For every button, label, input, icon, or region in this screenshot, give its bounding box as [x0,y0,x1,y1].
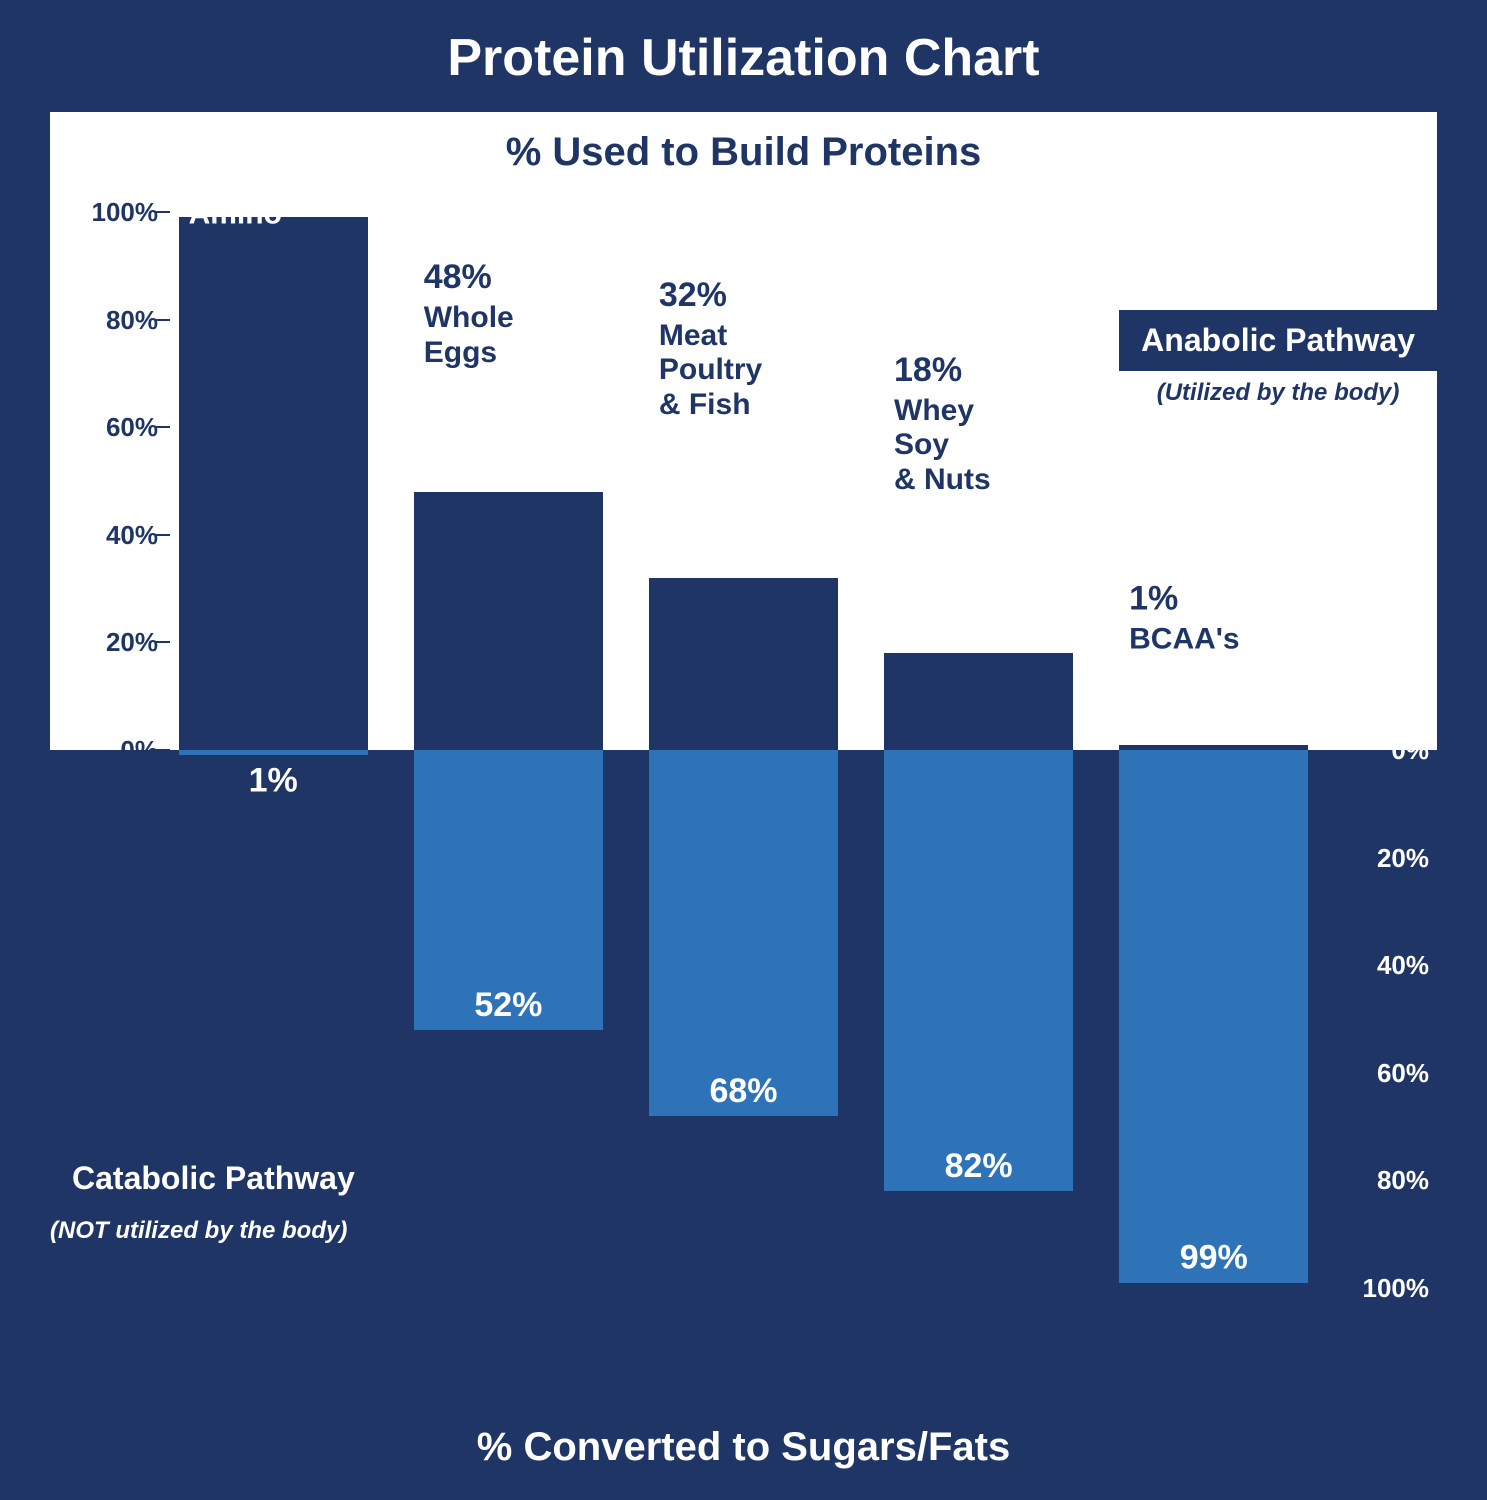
bar-slot: 18% WheySoy& Nuts 82% [884,212,1073,1288]
bar-slot: 1% BCAA's 99% [1119,212,1308,1288]
chart-container: Protein Utilization Chart % Used to Buil… [0,0,1487,1500]
yaxis-upper-tick: 40% [58,520,158,551]
bar-up-label: 1% BCAA's [1129,579,1239,657]
bar-up-label: 32% MeatPoultry& Fish [659,275,762,422]
yaxis-upper-tickline [156,534,170,536]
bar-down [649,750,838,1116]
bar-up-pct: 1% [1129,579,1239,618]
bar-slot: 48% WholeEggs 52% [414,212,603,1288]
yaxis-upper-tick: 0% [58,735,158,766]
bar-slot: 99%PerfectAmino*1% [179,212,368,1288]
bar-down-label: 1% [179,761,368,800]
yaxis-lower-tick: 60% [1377,1058,1429,1089]
bar-up-name: BCAA's [1129,622,1239,657]
yaxis-upper-tickline [156,749,170,751]
bar-up-pct: 18% [894,351,991,390]
bar-up [884,653,1073,750]
bar-up-pct: 48% [424,258,514,297]
yaxis-upper-tickline [156,319,170,321]
yaxis-upper-tickline [156,211,170,213]
bars-inner: 99%PerfectAmino*1% 48% WholeEggs 52% 32% Meat… [170,212,1317,1288]
yaxis-lower-tick: 0% [1391,735,1429,766]
subtitle-bottom: % Converted to Sugars/Fats [0,1425,1487,1470]
bar-down-label: 68% [649,1072,838,1111]
yaxis-upper-tick: 20% [58,627,158,658]
yaxis-upper-tick: 60% [58,412,158,443]
bar-up-name: MeatPoultry& Fish [659,318,762,422]
yaxis-lower-tick: 80% [1377,1165,1429,1196]
bar-up [179,217,368,750]
yaxis-upper-tickline [156,641,170,643]
bar-down [884,750,1073,1191]
bar-up-label: 18% WheySoy& Nuts [894,351,991,498]
bar-up-name: WheySoy& Nuts [894,394,991,498]
bar-up [649,578,838,750]
bar-up-pct: 32% [659,275,762,314]
yaxis-upper-tick: 100% [58,197,158,228]
bar-down [1119,750,1308,1283]
bar-slot: 32% MeatPoultry& Fish 68% [649,212,838,1288]
bar-up-name: WholeEggs [424,301,514,370]
bars-region: 99%PerfectAmino*1% 48% WholeEggs 52% 32% Meat… [170,212,1317,1288]
yaxis-lower-tick: 40% [1377,950,1429,981]
bar-down-label: 52% [414,986,603,1025]
bar-up-label: 48% WholeEggs [424,258,514,370]
bar-down [179,750,368,755]
bar-up-label: 99% PerfectAmino* [189,119,294,231]
yaxis-lower-tick: 100% [1363,1273,1430,1304]
chart-title: Protein Utilization Chart [0,0,1487,110]
bar-up [414,492,603,750]
bar-down-label: 99% [1119,1239,1308,1278]
bar-up-name: PerfectAmino* [189,162,294,231]
yaxis-upper-tickline [156,426,170,428]
yaxis-lower-tick: 20% [1377,843,1429,874]
plot-area: % Used to Build Proteins Anabolic Pathwa… [50,112,1437,1388]
bar-up-pct: 99% [189,119,294,158]
yaxis-upper-tick: 80% [58,305,158,336]
bar-down-label: 82% [884,1147,1073,1186]
